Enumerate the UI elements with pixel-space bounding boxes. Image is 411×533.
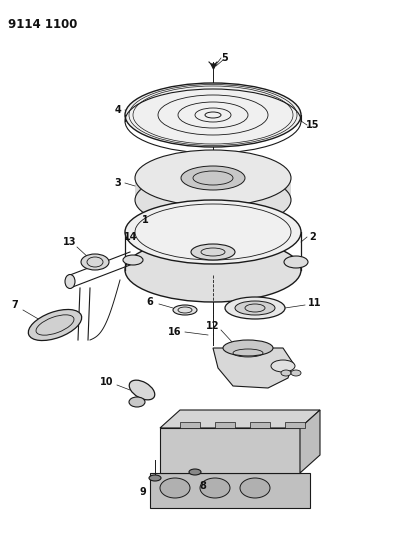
Text: 3: 3 [115,178,121,188]
Ellipse shape [129,397,145,407]
Text: 2: 2 [309,232,316,242]
Text: 15: 15 [306,120,320,130]
Polygon shape [160,410,320,428]
Ellipse shape [160,478,190,498]
Ellipse shape [65,274,75,288]
Ellipse shape [149,475,161,481]
Ellipse shape [125,238,301,302]
Polygon shape [300,410,320,473]
Polygon shape [215,422,235,428]
Ellipse shape [125,200,301,264]
Ellipse shape [284,256,308,268]
Polygon shape [150,473,310,508]
Ellipse shape [135,150,291,206]
Polygon shape [213,348,293,388]
Polygon shape [135,178,291,200]
Text: 5: 5 [222,53,229,63]
Text: 12: 12 [206,321,220,331]
Text: 10: 10 [100,377,114,387]
Ellipse shape [123,255,143,265]
Ellipse shape [135,172,291,228]
Ellipse shape [240,478,270,498]
Ellipse shape [129,380,155,400]
Text: 11: 11 [308,298,322,308]
Text: 7: 7 [12,300,18,310]
Text: 16: 16 [168,327,182,337]
Ellipse shape [225,297,285,319]
Ellipse shape [81,254,109,270]
Ellipse shape [191,244,235,260]
Polygon shape [160,428,300,473]
Text: 9114 1100: 9114 1100 [8,18,77,31]
Text: 4: 4 [115,105,121,115]
Ellipse shape [200,478,230,498]
Polygon shape [180,422,200,428]
Ellipse shape [223,340,273,356]
Ellipse shape [235,301,275,315]
Text: 9: 9 [140,487,146,497]
Text: 14: 14 [124,232,138,242]
Ellipse shape [271,360,295,372]
Ellipse shape [173,305,197,315]
Ellipse shape [281,370,291,376]
Text: 8: 8 [200,481,206,491]
Text: 13: 13 [63,237,77,247]
Ellipse shape [189,469,201,475]
Ellipse shape [125,83,301,147]
Ellipse shape [181,166,245,190]
Text: 6: 6 [147,297,153,307]
Ellipse shape [28,310,82,341]
Ellipse shape [291,370,301,376]
Polygon shape [250,422,270,428]
Polygon shape [285,422,305,428]
Text: 1: 1 [142,215,148,225]
